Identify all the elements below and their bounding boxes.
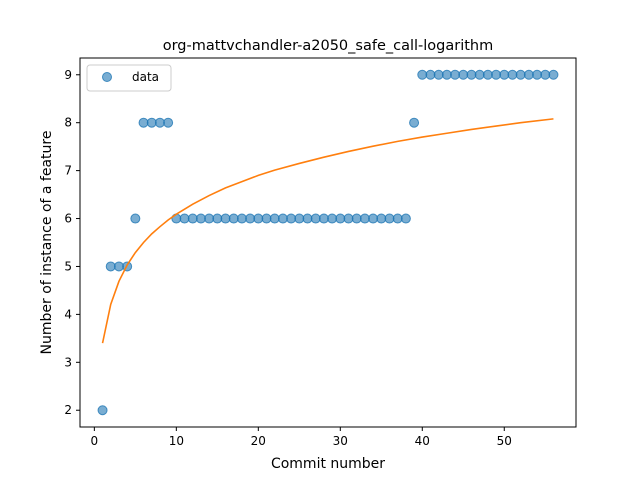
data-point — [384, 213, 395, 224]
data-point — [154, 117, 165, 128]
data-point — [310, 213, 321, 224]
data-point — [507, 69, 518, 80]
data-point — [105, 261, 116, 272]
data-point — [466, 69, 477, 80]
data-point — [433, 69, 444, 80]
y-tick-label: 6 — [64, 212, 72, 226]
data-point — [302, 213, 313, 224]
data-point — [261, 213, 272, 224]
y-tick-label: 5 — [64, 259, 72, 273]
x-tick-label: 50 — [497, 434, 512, 448]
y-tick-label: 7 — [64, 164, 72, 178]
data-point — [327, 213, 338, 224]
data-point — [515, 69, 526, 80]
data-point — [277, 213, 288, 224]
x-tick-label: 10 — [169, 434, 184, 448]
data-point — [146, 117, 157, 128]
data-point — [195, 213, 206, 224]
data-point — [245, 213, 256, 224]
data-point — [318, 213, 329, 224]
data-point — [335, 213, 346, 224]
data-point — [138, 117, 149, 128]
legend: data — [86, 64, 172, 92]
data-point — [482, 69, 493, 80]
x-tick-label: 20 — [251, 434, 266, 448]
y-axis: 2 3 4 5 6 7 8 9 — [64, 68, 80, 417]
data-point — [409, 117, 420, 128]
x-axis-label: Commit number — [271, 456, 385, 472]
y-tick-label: 2 — [64, 403, 72, 417]
data-point — [343, 213, 354, 224]
data-point — [269, 213, 280, 224]
data-point — [294, 213, 305, 224]
x-tick-label: 40 — [415, 434, 430, 448]
legend-label: data — [132, 70, 159, 84]
x-axis: 0 10 20 30 40 50 — [91, 427, 512, 448]
y-tick-label: 8 — [64, 116, 72, 130]
data-point — [179, 213, 190, 224]
data-point — [286, 213, 297, 224]
data-point — [491, 69, 502, 80]
y-axis-label: Number of instance of a feature — [39, 131, 55, 355]
data-point — [359, 213, 370, 224]
data-point — [441, 69, 452, 80]
y-tick-label: 9 — [64, 68, 72, 82]
x-tick-label: 30 — [333, 434, 348, 448]
legend-marker — [102, 72, 112, 82]
plot-area — [97, 69, 559, 416]
chart-title: org-mattvchandler-a2050_safe_call-logari… — [163, 38, 494, 54]
axes-frame — [79, 57, 577, 428]
data-point — [392, 213, 403, 224]
data-point — [376, 213, 387, 224]
data-point — [130, 213, 141, 224]
data-point — [212, 213, 223, 224]
data-point — [523, 69, 534, 80]
y-tick-label: 4 — [64, 307, 72, 321]
data-point — [187, 213, 198, 224]
data-point — [97, 405, 108, 416]
fit-line — [101, 118, 554, 344]
data-point — [351, 213, 362, 224]
data-point — [253, 213, 264, 224]
data-point — [548, 69, 559, 80]
data-point — [113, 261, 124, 272]
data-point — [400, 213, 411, 224]
data-point — [532, 69, 543, 80]
data-point — [458, 69, 469, 80]
data-point — [228, 213, 239, 224]
data-point — [368, 213, 379, 224]
data-point — [163, 117, 174, 128]
legend-box — [86, 64, 172, 92]
y-tick-label: 3 — [64, 355, 72, 369]
data-point — [540, 69, 551, 80]
x-tick-label: 0 — [91, 434, 99, 448]
data-point — [450, 69, 461, 80]
data-point — [499, 69, 510, 80]
data-point — [171, 213, 182, 224]
data-point — [220, 213, 231, 224]
data-point — [474, 69, 485, 80]
data-point — [425, 69, 436, 80]
data-point — [417, 69, 428, 80]
data-point — [204, 213, 215, 224]
data-point — [236, 213, 247, 224]
